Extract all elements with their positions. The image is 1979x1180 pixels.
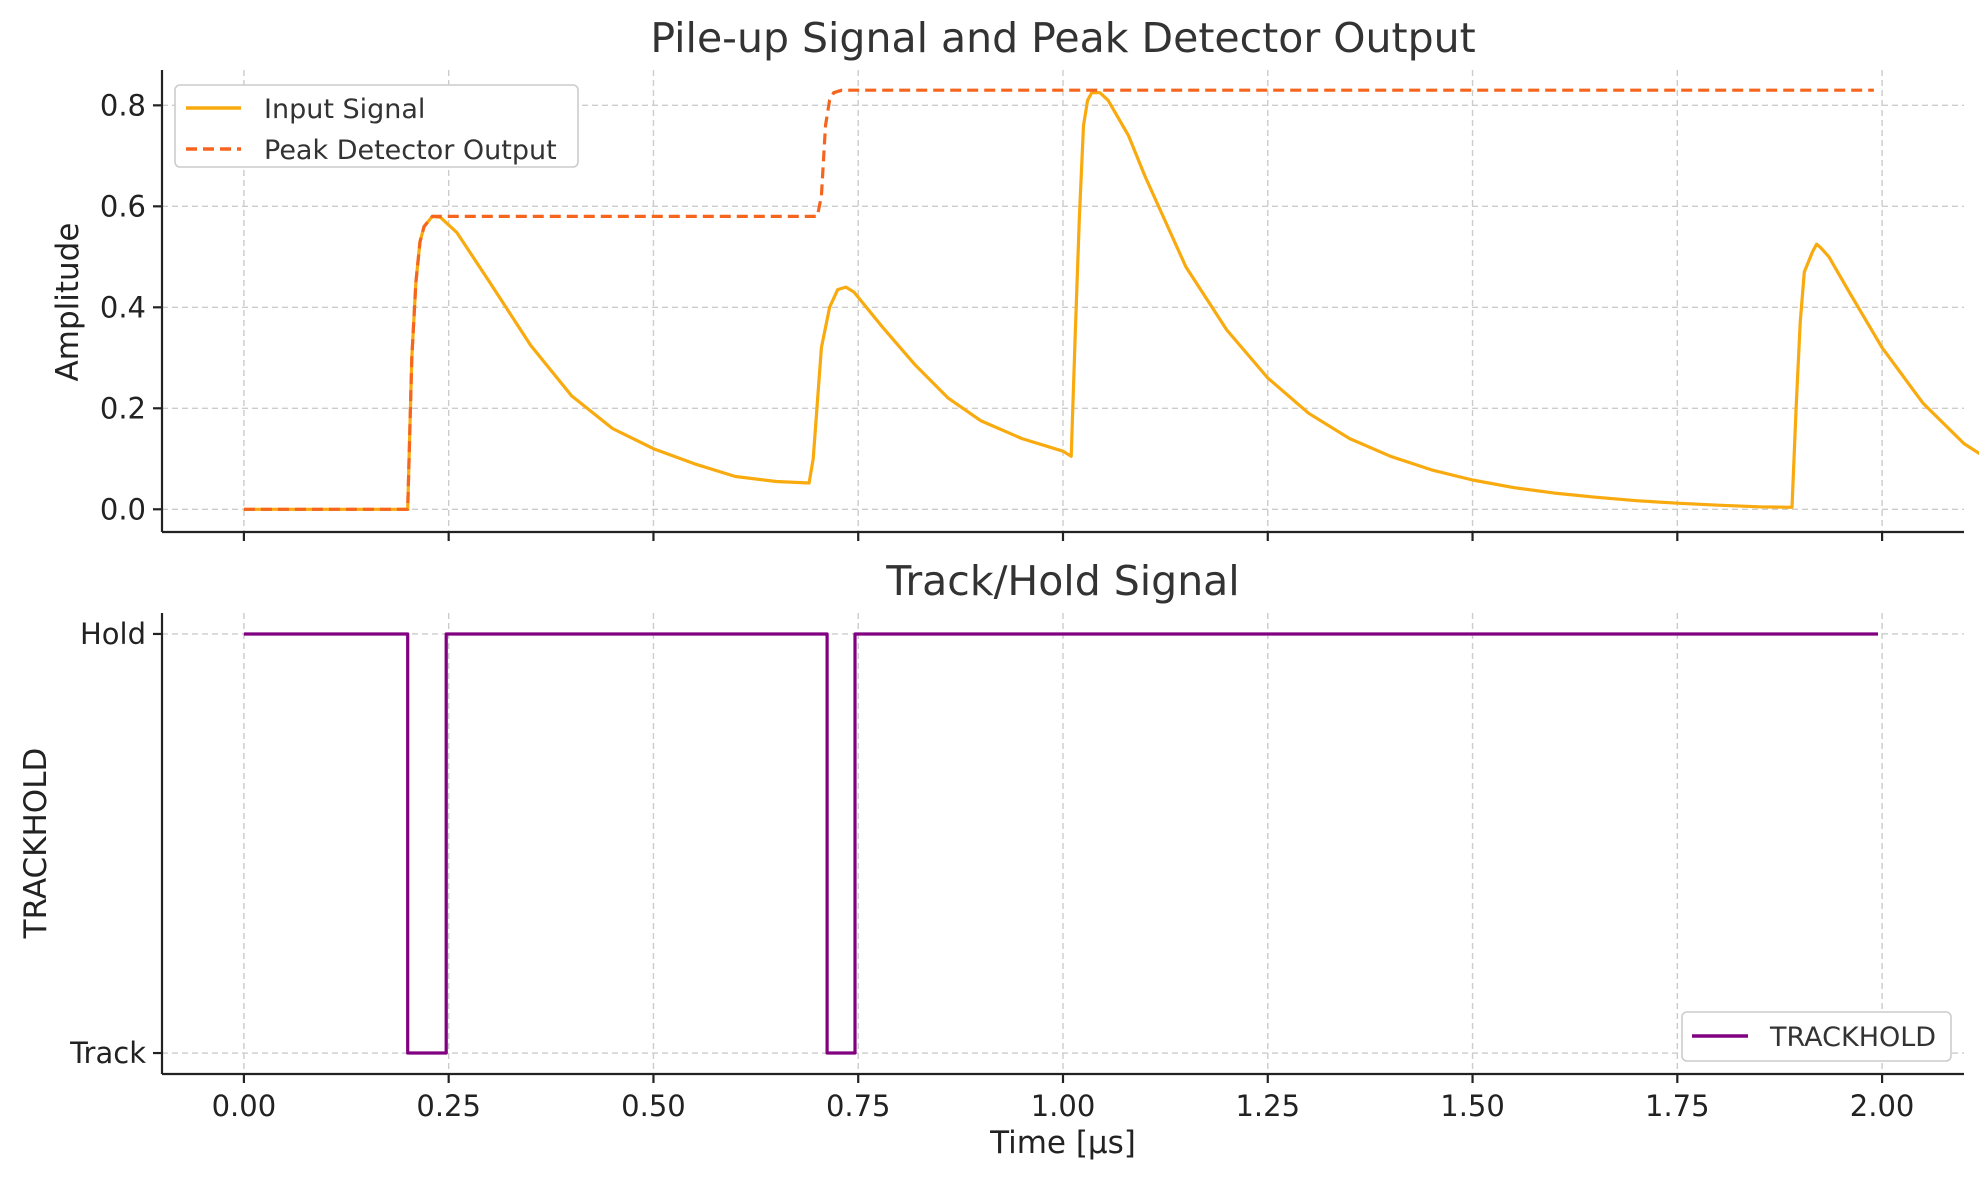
top-y-tick-label: 0.4 bbox=[100, 290, 146, 324]
top-y-tick-label: 0.8 bbox=[100, 88, 146, 122]
x-axis-label: Time [µs] bbox=[989, 1125, 1136, 1161]
bottom-y-axis-label: TRACKHOLD bbox=[18, 748, 54, 940]
top-y-axis-label: Amplitude bbox=[50, 223, 86, 382]
trackhold-plot: Track/Hold Signal 0.00 0.25 0.50 0.75 1.00 1.… bbox=[18, 557, 1964, 1161]
x-tick-label: 1.00 bbox=[1031, 1089, 1096, 1123]
series-line-input-signal bbox=[243, 91, 1979, 511]
top-y-tick-label: 0.2 bbox=[100, 391, 146, 425]
bottom-y-tick-label: Hold bbox=[80, 617, 146, 651]
bottom-chart-title: Track/Hold Signal bbox=[885, 557, 1239, 605]
bottom-legend: TRACKHOLD bbox=[1681, 1011, 1952, 1062]
x-tick-label: 1.25 bbox=[1235, 1089, 1300, 1123]
top-y-tick-label: 0.0 bbox=[100, 492, 146, 526]
x-tick-label: 0.75 bbox=[826, 1089, 891, 1123]
x-tick-label: 1.75 bbox=[1645, 1089, 1710, 1123]
legend-label-trackhold: TRACKHOLD bbox=[1769, 1022, 1936, 1053]
x-tick-label: 0.50 bbox=[621, 1089, 686, 1123]
x-tick-label: 0.00 bbox=[212, 1089, 277, 1123]
legend-label-input-signal: Input Signal bbox=[264, 94, 425, 125]
x-tick-label: 1.50 bbox=[1440, 1089, 1505, 1123]
amplitude-plot: Pile-up Signal and Peak Detector Output … bbox=[50, 14, 1979, 541]
bottom-y-tick-label: Track bbox=[69, 1036, 146, 1070]
top-legend: Input Signal Peak Detector Output bbox=[174, 84, 579, 168]
series-line-trackhold bbox=[243, 632, 1878, 1055]
series-line-peak-detector-output bbox=[243, 88, 1874, 511]
x-tick-label: 2.00 bbox=[1850, 1089, 1915, 1123]
top-y-tick-label: 0.6 bbox=[100, 189, 146, 223]
x-tick-label: 0.25 bbox=[416, 1089, 481, 1123]
top-chart-title: Pile-up Signal and Peak Detector Output bbox=[650, 14, 1475, 62]
legend-label-peak-detector-output: Peak Detector Output bbox=[264, 135, 557, 166]
